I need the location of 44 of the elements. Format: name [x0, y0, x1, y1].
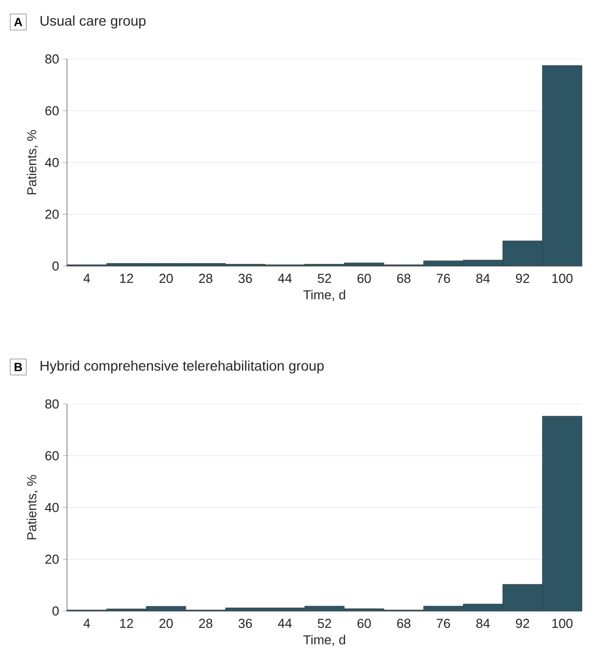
y-tick-label: 20 [45, 210, 59, 219]
y-axis-title: Patients, % [26, 130, 38, 194]
x-tick-label: 44 [278, 274, 292, 283]
chart-title: Usual care group [40, 15, 146, 29]
x-tick-label: 92 [516, 618, 530, 628]
y-tick-label: 80 [45, 54, 59, 64]
y-tick-label: 80 [45, 399, 59, 409]
x-axis-title: Time, d [303, 634, 346, 646]
y-tick-label: 40 [45, 158, 59, 168]
x-tick-label: 28 [199, 618, 212, 628]
x-tick-label: 4 [83, 274, 90, 283]
x-tick-label: 52 [318, 274, 332, 283]
x-tick-label: 52 [318, 618, 332, 628]
x-tick-label: 76 [436, 618, 450, 628]
y-tick-label: 0 [52, 606, 59, 616]
x-tick-label: 76 [436, 274, 450, 283]
x-tick-label: 84 [476, 618, 490, 628]
x-tick-label: 100 [552, 618, 573, 628]
x-tick-label: 20 [159, 274, 173, 283]
x-axis-title: Time, d [303, 290, 346, 301]
x-tick-label: 36 [238, 618, 252, 628]
y-axis-title: Patients, % [26, 475, 38, 540]
text: B [14, 362, 22, 372]
x-tick-label: 84 [476, 274, 490, 283]
x-tick-label: 92 [516, 274, 530, 283]
y-tick-label: 60 [45, 451, 59, 460]
y-tick-label: 60 [45, 106, 59, 116]
x-tick-label: 100 [552, 274, 573, 283]
x-tick-label: 60 [358, 618, 371, 628]
y-tick-label: 0 [52, 261, 59, 271]
x-tick-label: 20 [159, 618, 173, 628]
chart-title: Hybrid comprehensive telerehabilitation group [40, 360, 324, 374]
x-tick-label: 4 [83, 618, 90, 628]
y-tick-label: 20 [45, 554, 59, 564]
x-tick-label: 68 [397, 618, 410, 628]
x-tick-label: 12 [120, 274, 133, 283]
x-tick-label: 12 [120, 618, 133, 628]
x-tick-label: 60 [358, 274, 371, 283]
x-tick-label: 44 [278, 618, 292, 628]
x-tick-label: 36 [238, 274, 252, 283]
x-tick-label: 28 [199, 274, 212, 283]
x-tick-label: 68 [397, 274, 410, 283]
text: A [14, 18, 22, 26]
y-tick-label: 40 [45, 502, 59, 512]
